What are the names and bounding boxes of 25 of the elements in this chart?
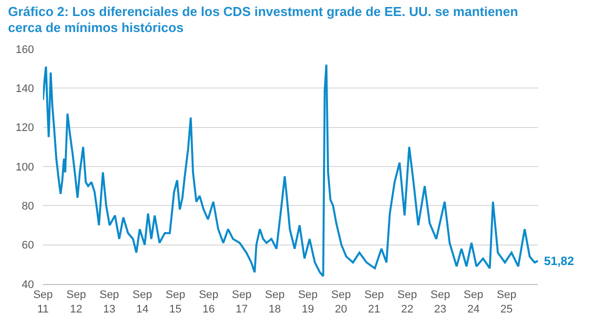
x-tick-label: Sep 14 <box>132 289 152 316</box>
x-tick-label: Sep 23 <box>430 289 450 316</box>
x-tick-label: Sep 19 <box>298 289 318 316</box>
y-tick-label: 40 <box>22 278 34 291</box>
x-tick-label: Sep 15 <box>166 289 186 316</box>
line-series <box>43 64 538 278</box>
x-tick-label: Sep 12 <box>66 289 86 316</box>
x-tick-label: Sep 13 <box>99 289 120 316</box>
x-tick-label: Sep 25 <box>496 289 516 316</box>
y-tick-label: 120 <box>16 122 34 134</box>
y-tick-label: 80 <box>22 200 34 213</box>
x-tick-label: Sep 17 <box>232 289 252 316</box>
x-tick-label: Sep 11 <box>33 289 53 316</box>
x-tick-label: Sep 22 <box>397 289 417 316</box>
y-tick-label: 140 <box>16 83 34 96</box>
x-tick-label: Sep 24 <box>464 289 484 316</box>
x-tick-label: Sep 18 <box>264 289 285 316</box>
x-tick-label: Sep 16 <box>198 289 218 316</box>
chart-title: Gráfico 2: Los diferenciales de los CDS investment grade de EE. UU. se mantienen cerca de mínimos históricos <box>8 4 520 36</box>
x-tick-label: Sep 21 <box>364 289 384 316</box>
x-tick-label: Sep 20 <box>331 289 351 316</box>
y-tick-label: 160 <box>16 44 34 56</box>
annotation: 51,82 <box>544 254 574 268</box>
y-tick-label: 100 <box>16 161 34 174</box>
y-tick-label: 60 <box>22 240 34 252</box>
